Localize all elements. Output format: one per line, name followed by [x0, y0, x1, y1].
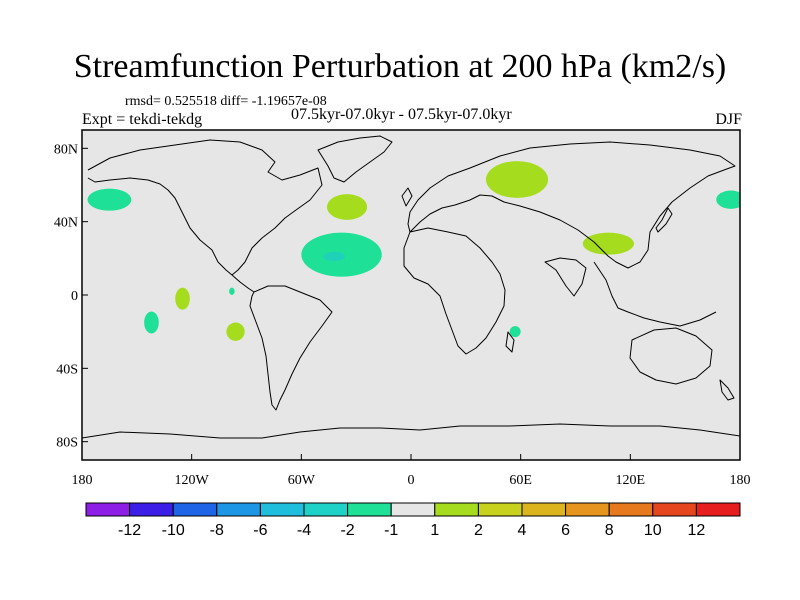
x-tick-label: 60E	[509, 473, 532, 488]
coast-south-america	[249, 285, 333, 411]
anomaly-south-pacific-west	[144, 311, 159, 334]
y-tick-label: 80N	[54, 142, 78, 157]
colorbar: -12 -10 -8 -6 -4 -2 -1 1 2 4 6 8 10 12	[85, 502, 741, 539]
colorbar-label: -2	[340, 522, 354, 539]
coast-india	[544, 257, 587, 297]
colorbar-label: 2	[474, 522, 483, 539]
colorbar-swatch	[129, 502, 174, 517]
anomaly-siberia	[485, 161, 549, 198]
anomaly-east-pacific-small	[229, 287, 235, 296]
colorbar-swatch	[695, 502, 741, 517]
colorbar-swatch	[652, 502, 697, 517]
coast-africa	[403, 227, 506, 355]
colorbar-label: 4	[518, 522, 527, 539]
anomaly-north-pacific-west	[87, 188, 132, 211]
anomaly-south-pacific-east	[226, 322, 245, 341]
coast-europe-asia	[407, 141, 736, 269]
coast-japan	[655, 207, 673, 233]
colorbar-swatch	[565, 502, 610, 517]
stats-label: rmsd= 0.525518 diff= -1.19657e-08	[125, 94, 327, 109]
y-tick-label: 80S	[56, 436, 78, 451]
coast-greenland	[317, 135, 393, 183]
colorbar-label: 10	[644, 522, 662, 539]
colorbar-label: 12	[688, 522, 706, 539]
colorbar-label: -6	[253, 522, 267, 539]
coast-australia	[629, 327, 713, 385]
map-background	[82, 130, 740, 460]
colorbar-swatch	[390, 502, 436, 517]
y-axis: 80N 40N 0 40S 80S	[54, 142, 88, 451]
coastlines	[82, 135, 740, 439]
coast-new-zealand	[719, 379, 735, 401]
x-tick-label: 60W	[288, 473, 316, 488]
x-tick-label: 180	[730, 473, 751, 488]
coast-antarctica	[82, 423, 740, 439]
anomaly-subtropical-atlantic-core	[323, 251, 346, 262]
colorbar-swatch	[85, 502, 131, 517]
x-tick-label: 120W	[175, 473, 210, 488]
colorbar-swatch	[216, 502, 261, 517]
coast-southeast-asia	[593, 261, 717, 327]
chart-title: Streamfunction Perturbation at 200 hPa (…	[73, 48, 727, 85]
season-label: DJF	[715, 111, 742, 128]
colorbar-label: -1	[384, 522, 398, 539]
runs-label: 07.5kyr-07.0kyr - 07.5kyr-07.0kyr	[291, 106, 512, 123]
colorbar-swatch	[172, 502, 218, 517]
colorbar-label: 8	[605, 522, 614, 539]
anomaly-madagascar-east	[509, 326, 521, 338]
coast-madagascar	[505, 331, 515, 353]
colorbar-swatch	[477, 502, 523, 517]
colorbar-swatch	[303, 502, 349, 517]
y-tick-label: 40N	[54, 216, 78, 231]
x-tick-label: 120E	[616, 473, 646, 488]
colorbar-label: 1	[430, 522, 439, 539]
colorbar-swatch	[259, 502, 305, 517]
x-axis: 180 120W 60W 0 60E 120E 180	[72, 454, 751, 488]
colorbar-label: 6	[561, 522, 570, 539]
anomaly-north-atlantic-mid	[326, 194, 368, 220]
y-tick-label: 0	[71, 289, 78, 304]
colorbar-swatch	[521, 502, 567, 517]
y-tick-label: 40S	[56, 362, 78, 377]
expt-label: Expt = tekdi-tekdg	[82, 111, 203, 128]
colorbar-swatch	[434, 502, 479, 517]
anomaly-east-asia	[582, 232, 634, 255]
anomaly-layer	[87, 161, 740, 341]
colorbar-swatch	[608, 502, 654, 517]
colorbar-swatch	[347, 502, 392, 517]
anomaly-central-pacific-eq	[175, 287, 190, 310]
colorbar-label: -8	[210, 522, 224, 539]
colorbar-label: -4	[297, 522, 311, 539]
coast-north-america	[87, 139, 323, 276]
colorbar-label: -10	[162, 522, 185, 539]
anomaly-north-pacific-east	[716, 190, 740, 209]
colorbar-label: -12	[118, 522, 141, 539]
x-tick-label: 180	[72, 473, 93, 488]
coast-british-isles	[401, 187, 413, 207]
coast-central-america	[231, 274, 255, 293]
x-tick-label: 0	[408, 473, 415, 488]
